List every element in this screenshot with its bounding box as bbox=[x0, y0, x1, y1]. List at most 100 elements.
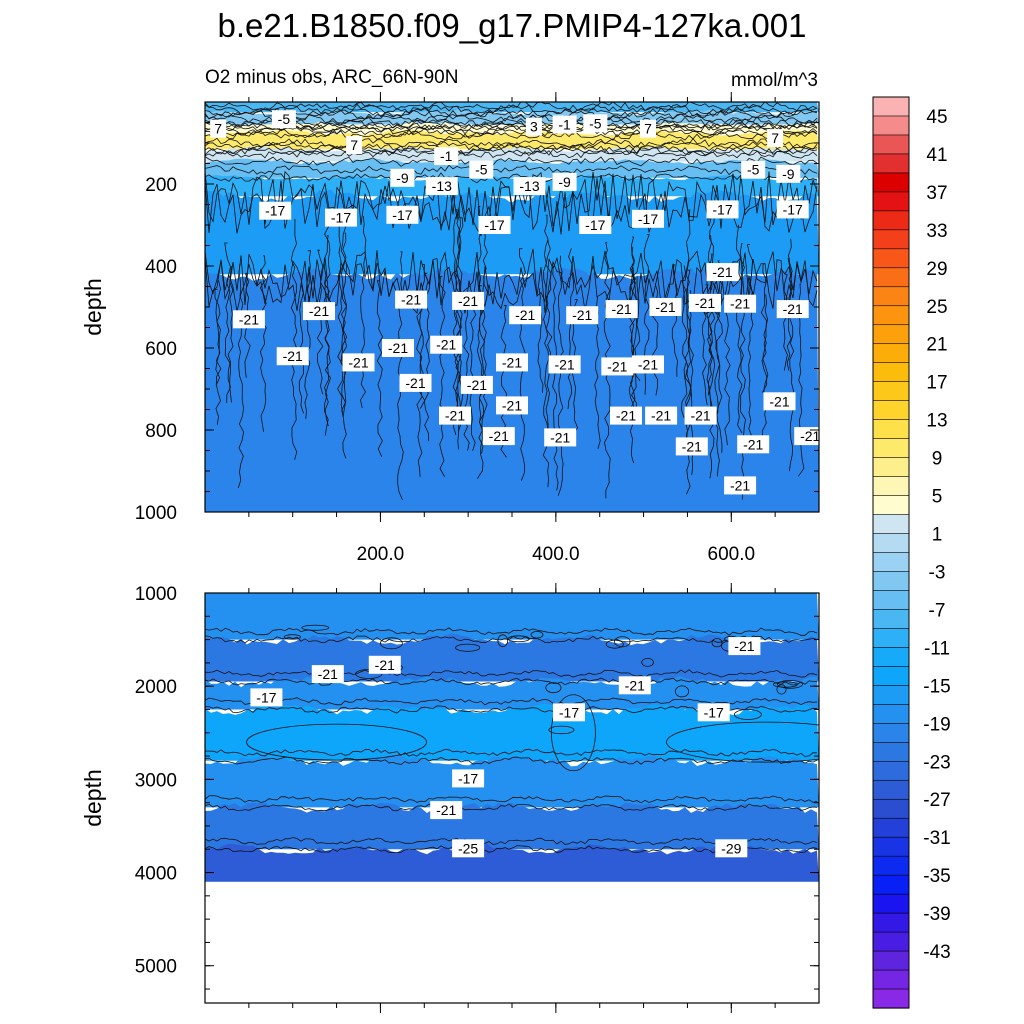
colorbar-swatch bbox=[872, 685, 910, 705]
contour-line bbox=[709, 205, 716, 479]
colorbar-swatch bbox=[872, 533, 910, 554]
contour-label: -21 bbox=[395, 290, 428, 309]
contour-line bbox=[337, 212, 344, 413]
contour-label: -21 bbox=[430, 335, 463, 354]
contour-label-box bbox=[684, 406, 717, 425]
contour-label-box bbox=[632, 355, 664, 374]
contour-line bbox=[497, 634, 509, 647]
contour-label-text: 3 bbox=[530, 119, 538, 135]
contour-label-text: -21 bbox=[625, 677, 645, 693]
contour-line bbox=[455, 643, 481, 652]
y-tick-label: 2000 bbox=[135, 677, 177, 698]
contour-label-text: -21 bbox=[616, 408, 636, 424]
contour-label-box bbox=[525, 117, 542, 136]
contour-line bbox=[711, 638, 723, 648]
colorbar-swatch bbox=[872, 286, 910, 307]
colorbar-swatch bbox=[872, 666, 910, 686]
contour-label: -17 bbox=[452, 769, 485, 788]
colorbar-label: -39 bbox=[923, 904, 950, 925]
colorbar-swatch bbox=[872, 590, 910, 611]
contour-band bbox=[205, 633, 819, 682]
contour-line bbox=[777, 680, 803, 689]
contour-line bbox=[205, 697, 818, 706]
contour-label: -21 bbox=[496, 396, 528, 415]
colorbar-swatch bbox=[872, 191, 910, 212]
chart-subtitle-left: O2 minus obs, ARC_66N-90N bbox=[205, 67, 458, 88]
contour-label: -17 bbox=[386, 205, 419, 224]
contour-label-text: -21 bbox=[318, 666, 338, 682]
contour-label-box bbox=[232, 310, 265, 329]
contour-label-text: -17 bbox=[265, 203, 285, 219]
contour-label-box bbox=[675, 437, 708, 456]
colorbar-swatch bbox=[872, 931, 910, 952]
contour-line bbox=[641, 658, 654, 667]
contour-label-text: -21 bbox=[638, 356, 658, 372]
colorbar-swatch bbox=[872, 988, 910, 1009]
x-tick-label: 600.0 bbox=[708, 544, 756, 565]
contour-label-box bbox=[430, 801, 463, 820]
contour-label: -21 bbox=[776, 300, 809, 319]
colorbar-label: -7 bbox=[929, 600, 946, 621]
contour-band bbox=[205, 704, 819, 761]
contour-label-box bbox=[640, 119, 656, 138]
contour-label: -21 bbox=[610, 406, 642, 425]
colorbar-swatch bbox=[872, 248, 910, 269]
colorbar: 45 41 37 33 29 25 21 17 13 9 5 1 -3 -7 -11 -15 -19 -23 -27… bbox=[872, 96, 951, 1009]
contour-label-text: -21 bbox=[730, 296, 750, 312]
contour-label: -21 bbox=[649, 298, 682, 316]
contour-label-box bbox=[706, 200, 739, 219]
y-tick-label: 1000 bbox=[135, 503, 177, 524]
colorbar-label: -23 bbox=[923, 752, 950, 773]
contour-label-box bbox=[552, 115, 577, 134]
contour-label: -21 bbox=[724, 476, 757, 495]
contour-line bbox=[214, 289, 221, 386]
contour-line bbox=[205, 677, 818, 686]
contour-line bbox=[476, 206, 484, 479]
contour-label: -21 bbox=[430, 801, 463, 820]
contour-label: -17 bbox=[706, 200, 739, 219]
contour-label-text: -17 bbox=[256, 689, 276, 705]
contour-label-box bbox=[794, 427, 819, 446]
contour-label: -17 bbox=[478, 216, 511, 234]
contour-label-text: -29 bbox=[721, 840, 741, 856]
colorbar-label: 13 bbox=[926, 411, 947, 432]
colorbar-swatch bbox=[872, 704, 910, 724]
contour-label-text: -1 bbox=[440, 148, 453, 164]
contour-label-text: -17 bbox=[704, 704, 724, 720]
contour-label-text: 7 bbox=[771, 130, 779, 146]
contour-label-text: -21 bbox=[309, 303, 329, 319]
contour-line bbox=[788, 238, 795, 472]
contour-band bbox=[205, 175, 819, 197]
contour-label: -17 bbox=[776, 200, 809, 219]
bottom-y-axis-label: depth bbox=[80, 769, 106, 827]
contour-line bbox=[323, 235, 330, 436]
y-tick-label: 400 bbox=[145, 257, 177, 278]
contour-label: -21 bbox=[724, 294, 757, 313]
contour-line bbox=[205, 116, 818, 127]
contour-line bbox=[671, 264, 678, 377]
contour-label: -13 bbox=[513, 177, 546, 196]
contour-label: -21 bbox=[509, 306, 542, 325]
contour-label: -9 bbox=[390, 168, 415, 187]
colorbar-label: 17 bbox=[926, 373, 947, 394]
contour-label-box bbox=[728, 637, 761, 656]
contour-line bbox=[739, 243, 746, 500]
contour-line bbox=[205, 669, 818, 678]
colorbar-swatch bbox=[872, 438, 910, 459]
colorbar-swatch bbox=[872, 950, 910, 971]
contour-line bbox=[205, 172, 818, 184]
contour-label: -21 bbox=[645, 406, 678, 425]
contour-label-text: -9 bbox=[396, 170, 409, 186]
contour-label-text: -21 bbox=[734, 638, 754, 654]
contour-label: -9 bbox=[776, 164, 801, 183]
colorbar-swatch bbox=[872, 893, 910, 914]
contour-label: -25 bbox=[452, 839, 485, 858]
contour-label-text: -5 bbox=[589, 115, 602, 131]
contour-label-text: -21 bbox=[554, 356, 574, 372]
contour-line bbox=[557, 255, 564, 496]
colorbar-swatch bbox=[872, 229, 910, 250]
colorbar-label: -27 bbox=[923, 790, 950, 811]
contour-label-box bbox=[601, 357, 634, 376]
contour-line bbox=[224, 242, 232, 404]
contour-label-text: -25 bbox=[458, 840, 478, 856]
